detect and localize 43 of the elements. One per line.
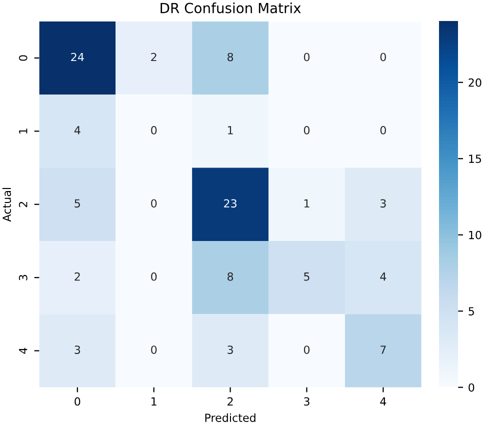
- data-label: 8: [228, 52, 234, 62]
- data-label: 0: [304, 346, 310, 354]
- chart-title: DR Confusion Matrix: [160, 2, 301, 14]
- x-tick-label: 3: [304, 397, 310, 406]
- data-label: 0: [304, 126, 310, 134]
- data-label: 1: [228, 126, 233, 134]
- x-tick-label: 4: [380, 397, 386, 406]
- color-bar-label: 15: [469, 154, 482, 164]
- data-label: 0: [380, 126, 386, 134]
- data-label: 0: [151, 126, 157, 134]
- data-label: 5: [304, 272, 310, 281]
- color-bar-label: 5: [468, 307, 474, 316]
- data-label: 4: [380, 272, 386, 281]
- y-axis-title: Actual: [2, 188, 12, 222]
- y-tick-label: 0: [18, 55, 28, 61]
- x-tick-label: 1: [152, 397, 156, 406]
- data-label: 8: [228, 272, 234, 281]
- data-label: 0: [151, 272, 157, 281]
- data-label: 4: [74, 126, 80, 134]
- data-label: 7: [380, 346, 386, 354]
- data-label: 24: [71, 52, 84, 62]
- data-label: 0: [380, 52, 386, 62]
- x-axis-title: Predicted: [205, 413, 256, 422]
- data-label: 23: [224, 199, 236, 208]
- y-tick-label: 2: [18, 202, 28, 208]
- data-label: 0: [151, 199, 157, 208]
- y-tick-label: 4: [19, 348, 28, 354]
- data-label: 1: [304, 199, 310, 208]
- color-bar-label: 0: [468, 383, 474, 392]
- color-bar-label: 20: [468, 78, 482, 87]
- y-tick-label: 1: [19, 128, 28, 134]
- color-bar-label: 10: [469, 230, 482, 240]
- data-label: 3: [380, 199, 386, 208]
- data-label: 0: [304, 52, 310, 62]
- data-label: 2: [74, 272, 80, 281]
- data-label: 3: [228, 346, 233, 354]
- y-tick-label: 3: [18, 274, 28, 280]
- data-label: 0: [151, 346, 157, 354]
- x-tick-label: 2: [228, 397, 233, 406]
- data-label: 3: [74, 346, 80, 354]
- data-label: 5: [74, 199, 80, 208]
- data-label: 2: [151, 52, 156, 62]
- x-tick-label: 0: [74, 397, 80, 406]
